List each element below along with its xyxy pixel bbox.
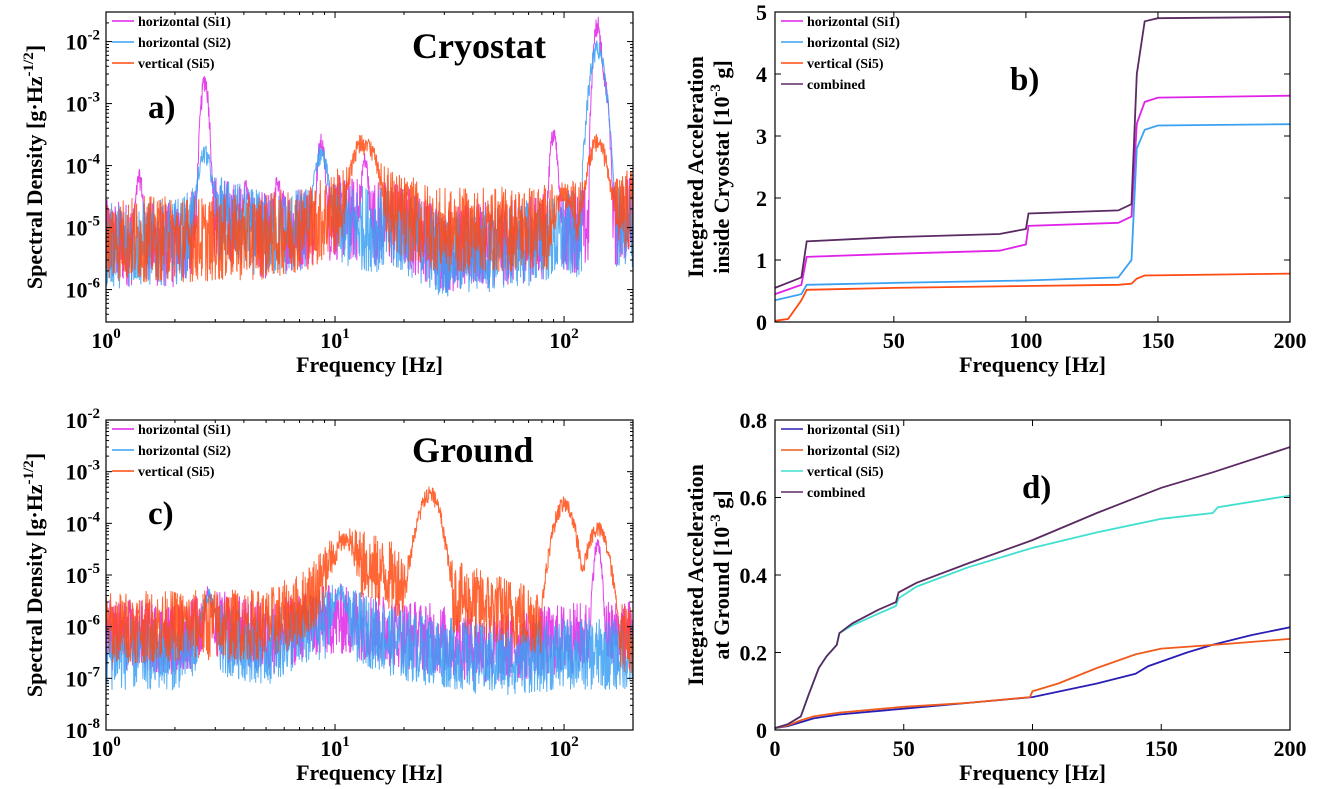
legend-entry: vertical (Si5) — [807, 465, 884, 480]
panel-tag-a: a) — [148, 90, 176, 126]
y-tick-label: 5 — [756, 0, 767, 25]
panel-d: 0 50 100 150 200 0 0.2 0.4 0.6 0.8 Frequency [Hz] I… — [683, 408, 1307, 785]
series-line-a-2 — [106, 133, 633, 283]
y-tick-label: 0.4 — [740, 563, 768, 588]
y-tick-label: 10-4 — [66, 509, 101, 536]
x-tick-label: 102 — [549, 734, 579, 761]
legend-entry: horizontal (Si2) — [807, 36, 900, 51]
legend-entry: vertical (Si5) — [138, 57, 215, 72]
y-axis-label-line1-b: Integrated Acceleration — [683, 56, 708, 278]
panel-tag-b: b) — [1010, 62, 1039, 98]
x-axis-label-a: Frequency [Hz] — [296, 352, 443, 377]
legend-entry: horizontal (Si1) — [807, 15, 900, 30]
y-tick-label: 10-3 — [66, 90, 101, 117]
series-line-d-3 — [775, 446, 1290, 729]
panel-tag-d: d) — [1022, 470, 1051, 506]
legend-entry: horizontal (Si2) — [807, 444, 900, 459]
y-tick-label: 0.6 — [740, 486, 768, 511]
x-tick-label: 50 — [893, 736, 915, 761]
series-line-b-1 — [775, 123, 1290, 302]
panel-b: 50 100 150 200 0 1 2 3 4 5 Frequency [Hz] Integrate… — [683, 0, 1307, 377]
series-line-c-1 — [106, 584, 633, 696]
y-axis-label-a: Spectral Density [g·Hz-1/2] — [21, 45, 47, 289]
plot-area-a — [106, 16, 633, 297]
y-tick-label: 10-3 — [66, 458, 101, 485]
y-tick-label: 0.2 — [740, 641, 768, 666]
series-line-d-0 — [775, 626, 1290, 729]
y-tick-label: 10-2 — [66, 28, 101, 55]
legend-entry: combined — [807, 486, 866, 501]
y-tick-label: 10-2 — [66, 406, 101, 433]
x-tick-label: 200 — [1274, 736, 1307, 761]
panel-tag-c: c) — [148, 496, 174, 532]
legend-entry: horizontal (Si2) — [138, 36, 231, 51]
legend-entry: horizontal (Si1) — [138, 15, 231, 30]
y-tick-label: 10-8 — [66, 716, 101, 743]
y-tick-label: 10-6 — [66, 276, 101, 303]
x-tick-label: 100 — [91, 326, 121, 353]
y-tick-label: 10-4 — [66, 152, 101, 179]
legend-entry: vertical (Si5) — [807, 57, 884, 72]
legend-entry: horizontal (Si1) — [138, 423, 231, 438]
x-tick-label: 150 — [1145, 736, 1178, 761]
y-tick-label: 10-5 — [66, 214, 101, 241]
plot-frame-a — [105, 11, 634, 323]
y-axis-label-line2-b: inside Cryostat [10-3 g] — [708, 60, 734, 274]
x-tick-label: 0 — [770, 736, 781, 761]
legend-entry: horizontal (Si2) — [138, 444, 231, 459]
x-tick-label: 100 — [91, 734, 121, 761]
x-tick-label: 101 — [320, 734, 350, 761]
y-tick-label: 2 — [756, 186, 767, 211]
legend-entry: combined — [807, 78, 866, 93]
x-tick-label: 102 — [549, 326, 579, 353]
x-axis-label-c: Frequency [Hz] — [296, 760, 443, 785]
y-axis-label-line1-d: Integrated Acceleration — [683, 464, 708, 686]
y-tick-label: 4 — [756, 62, 767, 87]
x-tick-label: 150 — [1141, 328, 1174, 353]
x-tick-label: 101 — [320, 326, 350, 353]
x-tick-label: 200 — [1274, 328, 1307, 353]
x-tick-label: 50 — [883, 328, 905, 353]
series-line-d-1 — [775, 638, 1290, 729]
x-axis-label-d: Frequency [Hz] — [959, 760, 1106, 785]
panel-a: 100 101 102 10-6 10-5 10-4 10-3 10-2 Frequency [… — [21, 11, 634, 377]
plot-area-d — [775, 446, 1290, 729]
y-axis-label-line2-d: at Ground [10-3 g] — [708, 490, 734, 659]
y-tick-label: 0 — [756, 718, 767, 743]
y-tick-label: 1 — [756, 248, 767, 273]
x-tick-label: 100 — [1009, 328, 1042, 353]
y-tick-label: 10-5 — [66, 561, 101, 588]
y-tick-label: 0 — [756, 310, 767, 335]
plot-area-b — [775, 16, 1290, 322]
y-axis-label-c: Spectral Density [g·Hz-1/2] — [21, 453, 47, 697]
legend-entry: horizontal (Si1) — [807, 423, 900, 438]
series-line-b-3 — [775, 16, 1290, 289]
series-line-b-0 — [775, 94, 1290, 295]
x-tick-label: 100 — [1016, 736, 1049, 761]
series-line-b-2 — [775, 272, 1290, 322]
y-tick-label: 10-7 — [66, 664, 101, 691]
y-tick-label: 0.8 — [740, 408, 768, 433]
plot-frame-b — [774, 11, 1291, 323]
panel-title-cryostat: Cryostat — [412, 26, 546, 66]
x-axis-label-b: Frequency [Hz] — [959, 352, 1106, 377]
y-tick-label: 3 — [756, 124, 767, 149]
series-line-c-2 — [106, 486, 633, 674]
plot-area-c — [106, 486, 633, 696]
y-tick-label: 10-6 — [66, 613, 101, 640]
panel-title-ground: Ground — [412, 430, 533, 470]
legend-entry: vertical (Si5) — [138, 465, 215, 480]
panel-c: 100 101 102 10-8 10-7 10-6 10-5 10-4 10-3 10-2 Fre… — [21, 406, 634, 785]
